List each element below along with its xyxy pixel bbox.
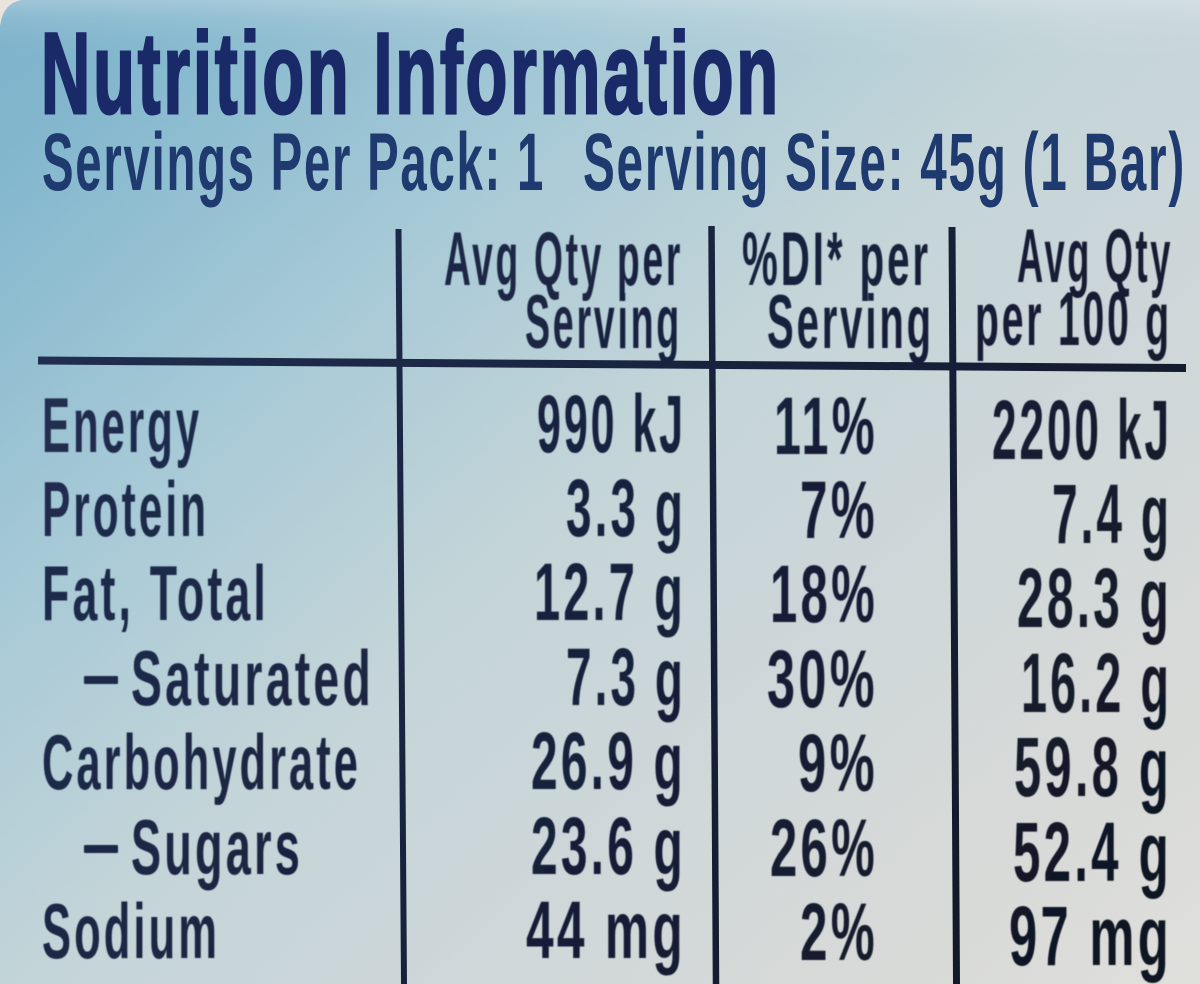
svg-text:59.8 g: 59.8 g bbox=[1014, 720, 1172, 814]
svg-text:Sodium: Sodium bbox=[42, 887, 220, 975]
svg-text:3.3 g: 3.3 g bbox=[566, 463, 686, 554]
svg-text:18%: 18% bbox=[770, 549, 878, 640]
svg-text:97 mg: 97 mg bbox=[1009, 889, 1172, 983]
svg-text:Servings Per Pack: 1: Servings Per Pack: 1 bbox=[42, 117, 545, 208]
svg-text:Carbohydrate: Carbohydrate bbox=[42, 718, 361, 806]
svg-text:23.6 g: 23.6 g bbox=[531, 801, 686, 892]
svg-text:7%: 7% bbox=[800, 465, 878, 556]
svg-text:44 mg: 44 mg bbox=[526, 885, 686, 976]
svg-text:Sugars: Sugars bbox=[131, 803, 303, 891]
svg-text:%DI* per: %DI* per bbox=[742, 217, 931, 302]
svg-text:52.4 g: 52.4 g bbox=[1013, 805, 1172, 899]
svg-text:12.7 g: 12.7 g bbox=[534, 547, 686, 638]
svg-text:Saturated: Saturated bbox=[131, 634, 374, 722]
svg-text:Protein: Protein bbox=[42, 465, 209, 553]
svg-text:Fat, Total: Fat, Total bbox=[42, 549, 269, 637]
svg-text:26.9 g: 26.9 g bbox=[531, 716, 686, 807]
svg-text:Serving: Serving bbox=[525, 280, 682, 365]
svg-text:Avg Qty: Avg Qty bbox=[1017, 214, 1173, 299]
svg-text:30%: 30% bbox=[767, 634, 878, 725]
svg-text:9%: 9% bbox=[798, 718, 878, 809]
svg-text:26%: 26% bbox=[770, 803, 878, 894]
svg-text:Serving: Serving bbox=[767, 280, 934, 365]
svg-text:2%: 2% bbox=[800, 887, 878, 978]
svg-text:per 100 g: per 100 g bbox=[975, 277, 1172, 362]
svg-text:28.3 g: 28.3 g bbox=[1017, 551, 1172, 645]
svg-text:990 kJ: 990 kJ bbox=[537, 379, 686, 470]
svg-text:Avg Qty per: Avg Qty per bbox=[444, 217, 683, 302]
svg-text:Nutrition Information: Nutrition Information bbox=[41, 10, 781, 138]
svg-text:Energy: Energy bbox=[42, 381, 202, 469]
svg-text:7.4 g: 7.4 g bbox=[1052, 467, 1172, 561]
svg-text:16.2 g: 16.2 g bbox=[1021, 636, 1172, 730]
svg-text:Serving Size: 45g (1 Bar): Serving Size: 45g (1 Bar) bbox=[583, 117, 1186, 208]
svg-text:2200 kJ: 2200 kJ bbox=[992, 383, 1172, 477]
svg-text:11%: 11% bbox=[774, 381, 878, 472]
svg-text:7.3 g: 7.3 g bbox=[566, 632, 686, 723]
